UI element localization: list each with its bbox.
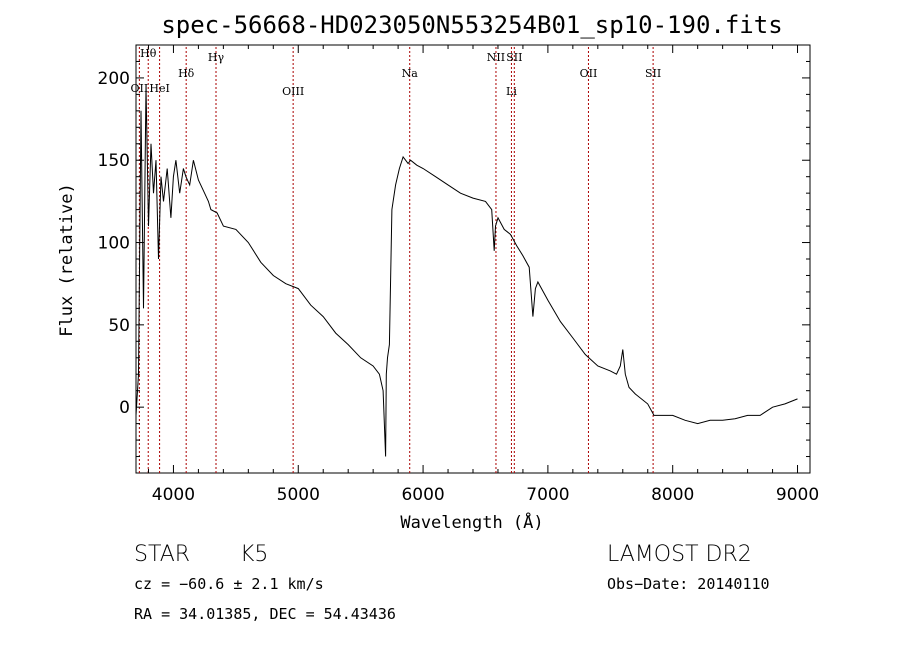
chart-title: spec-56668-HD023050N553254B01_sp10-190.f…: [161, 11, 782, 39]
x-axis-ticks: 4000 5000 6000 7000 8000 9000: [147, 45, 819, 505]
line-marker-label: Li: [506, 85, 517, 98]
line-marker-label: SII: [506, 51, 522, 64]
survey-name: LAMOST DR2: [607, 542, 752, 567]
redshift-info: cz = −60.6 ± 2.1 km/s: [134, 575, 324, 593]
line-marker-label: OIII: [282, 85, 304, 98]
x-tick-label: 6000: [401, 485, 444, 505]
x-tick-label: 7000: [526, 485, 569, 505]
x-tick-label: 9000: [776, 485, 819, 505]
line-marker-label: Hγ: [208, 51, 225, 64]
spectral-subclass: K5: [240, 542, 268, 567]
line-marker-label: Hδ: [178, 67, 195, 80]
line-marker-label: OII: [131, 82, 149, 95]
observation-date: Obs−Date: 20140110: [607, 575, 770, 593]
y-axis-ticks: 0 50 100 150 200: [98, 60, 810, 458]
line-marker-label: HeI: [149, 82, 169, 95]
y-tick-label: 200: [98, 69, 130, 89]
y-tick-label: 150: [98, 151, 130, 171]
object-class: STAR: [134, 542, 190, 567]
line-marker-label: Hθ: [140, 47, 157, 60]
x-tick-label: 4000: [152, 485, 195, 505]
y-axis-label: Flux (relative): [57, 183, 77, 337]
y-tick-label: 50: [108, 316, 130, 336]
x-tick-label: 5000: [277, 485, 320, 505]
line-marker-label: OII: [580, 67, 598, 80]
y-tick-label: 0: [119, 398, 130, 418]
coordinates: RA = 34.01385, DEC = 54.43436: [134, 605, 396, 623]
spectrum-line: [135, 86, 798, 457]
line-marker-label: Na: [402, 67, 419, 80]
y-tick-label: 100: [98, 234, 130, 254]
line-marker-label: NII: [487, 51, 505, 64]
line-marker-label: SII: [645, 67, 661, 80]
x-tick-label: 8000: [651, 485, 694, 505]
plot-frame: [135, 44, 811, 474]
x-axis-label: Wavelength (Å): [400, 511, 543, 533]
